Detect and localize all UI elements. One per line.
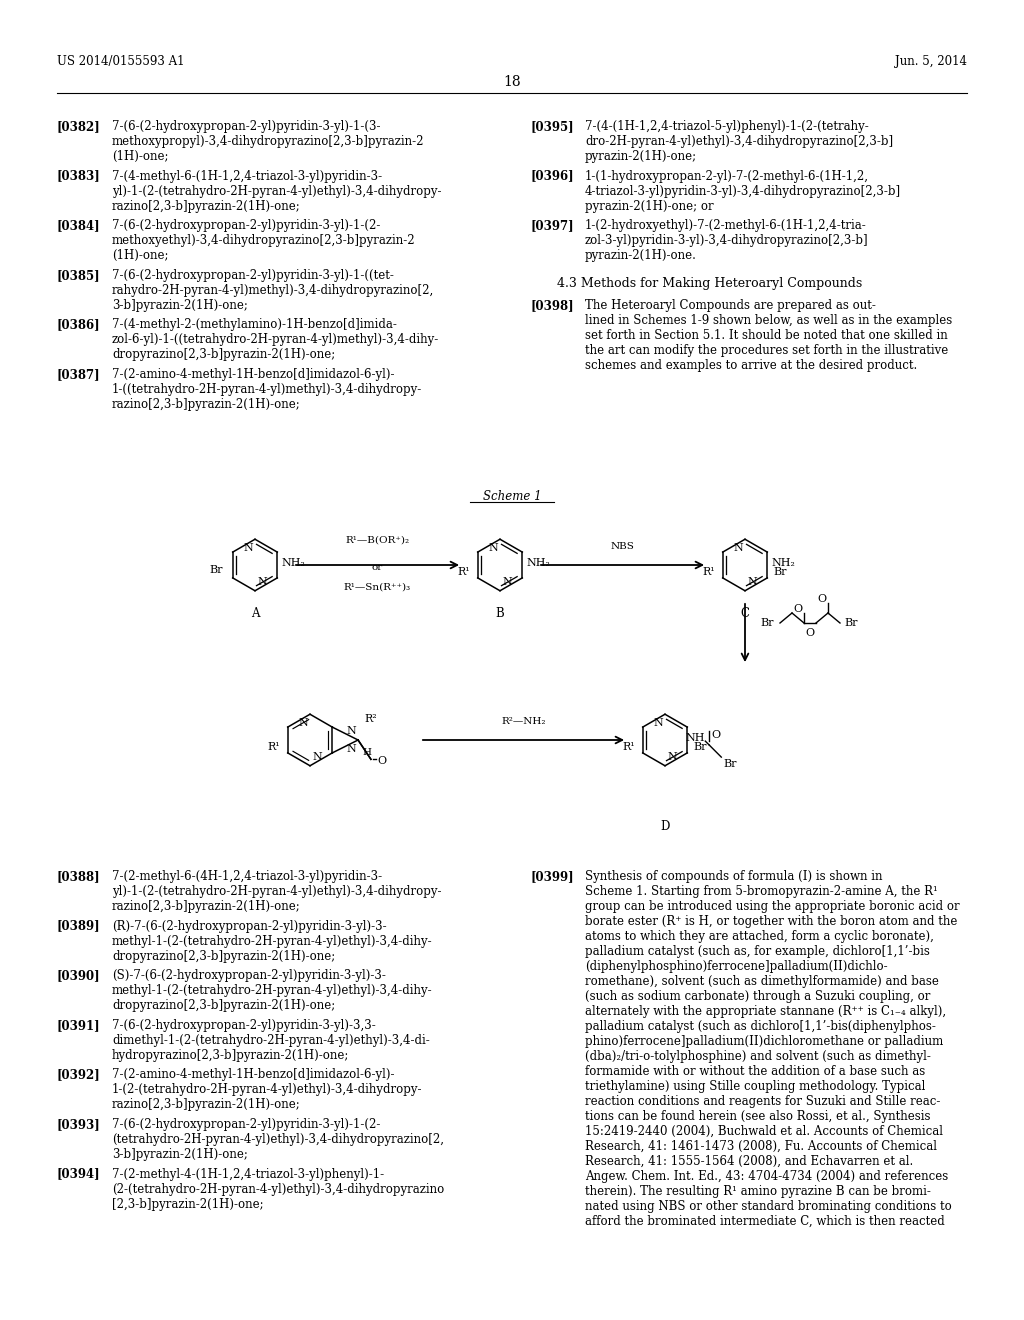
Text: N: N bbox=[346, 744, 356, 754]
Text: [0399]: [0399] bbox=[530, 870, 573, 883]
Text: Br: Br bbox=[209, 565, 222, 576]
Text: N: N bbox=[746, 577, 757, 587]
Text: Br: Br bbox=[760, 618, 773, 628]
Text: B: B bbox=[496, 607, 505, 620]
Text: 7-(4-methyl-2-(methylamino)-1H-benzo[d]imida-
zol-6-yl)-1-((tetrahydro-2H-pyran-: 7-(4-methyl-2-(methylamino)-1H-benzo[d]i… bbox=[112, 318, 439, 362]
Text: Scheme 1: Scheme 1 bbox=[482, 490, 542, 503]
Text: N: N bbox=[257, 577, 266, 587]
Text: (R)-7-(6-(2-hydroxypropan-2-yl)pyridin-3-yl)-3-
methyl-1-(2-(tetrahydro-2H-pyran: (R)-7-(6-(2-hydroxypropan-2-yl)pyridin-3… bbox=[112, 920, 432, 962]
Text: C: C bbox=[740, 607, 750, 620]
Text: NH₂: NH₂ bbox=[526, 558, 550, 568]
Text: 7-(4-(1H-1,2,4-triazol-5-yl)phenyl)-1-(2-(tetrahy-
dro-2H-pyran-4-yl)ethyl)-3,4-: 7-(4-(1H-1,2,4-triazol-5-yl)phenyl)-1-(2… bbox=[585, 120, 893, 162]
Text: [0394]: [0394] bbox=[57, 1168, 100, 1180]
Text: [0385]: [0385] bbox=[57, 269, 100, 281]
Text: Br: Br bbox=[773, 566, 786, 577]
Text: [0383]: [0383] bbox=[57, 169, 100, 182]
Text: A: A bbox=[251, 607, 259, 620]
Text: [0388]: [0388] bbox=[57, 870, 100, 883]
Text: O: O bbox=[794, 605, 803, 614]
Text: NH₂: NH₂ bbox=[282, 558, 305, 568]
Text: [0398]: [0398] bbox=[530, 298, 573, 312]
Text: [0382]: [0382] bbox=[57, 120, 100, 133]
Text: 7-(6-(2-hydroxypropan-2-yl)pyridin-3-yl)-1-(2-
methoxyethyl)-3,4-dihydropyrazino: 7-(6-(2-hydroxypropan-2-yl)pyridin-3-yl)… bbox=[112, 219, 416, 263]
Text: N: N bbox=[653, 718, 663, 729]
Text: Br: Br bbox=[844, 618, 857, 628]
Text: [0386]: [0386] bbox=[57, 318, 100, 331]
Text: 7-(2-amino-4-methyl-1H-benzo[d]imidazol-6-yl)-
1-(2-(tetrahydro-2H-pyran-4-yl)et: 7-(2-amino-4-methyl-1H-benzo[d]imidazol-… bbox=[112, 1068, 423, 1111]
Text: [0395]: [0395] bbox=[530, 120, 573, 133]
Text: 18: 18 bbox=[503, 75, 521, 88]
Text: O: O bbox=[377, 756, 386, 767]
Text: R²—NH₂: R²—NH₂ bbox=[502, 717, 546, 726]
Text: 7-(6-(2-hydroxypropan-2-yl)pyridin-3-yl)-1-(2-
(tetrahydro-2H-pyran-4-yl)ethyl)-: 7-(6-(2-hydroxypropan-2-yl)pyridin-3-yl)… bbox=[112, 1118, 444, 1162]
Text: Br: Br bbox=[693, 742, 707, 752]
Text: O: O bbox=[817, 594, 826, 605]
Text: N: N bbox=[733, 544, 743, 553]
Text: D: D bbox=[660, 820, 670, 833]
Text: Jun. 5, 2014: Jun. 5, 2014 bbox=[895, 55, 967, 69]
Text: O: O bbox=[806, 628, 814, 638]
Text: N: N bbox=[667, 752, 677, 762]
Text: [0397]: [0397] bbox=[530, 219, 573, 232]
Text: Synthesis of compounds of formula (I) is shown in
Scheme 1. Starting from 5-brom: Synthesis of compounds of formula (I) is… bbox=[585, 870, 959, 1228]
Text: [0392]: [0392] bbox=[57, 1068, 100, 1081]
Text: [0396]: [0396] bbox=[530, 169, 573, 182]
Text: R¹—B(OR⁺)₂: R¹—B(OR⁺)₂ bbox=[345, 536, 410, 545]
Text: R¹: R¹ bbox=[702, 566, 715, 577]
Text: 7-(6-(2-hydroxypropan-2-yl)pyridin-3-yl)-1-((tet-
rahydro-2H-pyran-4-yl)methyl)-: 7-(6-(2-hydroxypropan-2-yl)pyridin-3-yl)… bbox=[112, 269, 434, 312]
Text: N: N bbox=[312, 752, 322, 762]
Text: H: H bbox=[362, 748, 371, 756]
Text: R²: R² bbox=[365, 714, 377, 723]
Text: 7-(6-(2-hydroxypropan-2-yl)pyridin-3-yl)-1-(3-
methoxypropyl)-3,4-dihydropyrazin: 7-(6-(2-hydroxypropan-2-yl)pyridin-3-yl)… bbox=[112, 120, 425, 162]
Text: N: N bbox=[488, 544, 498, 553]
Text: 7-(2-amino-4-methyl-1H-benzo[d]imidazol-6-yl)-
1-((tetrahydro-2H-pyran-4-yl)meth: 7-(2-amino-4-methyl-1H-benzo[d]imidazol-… bbox=[112, 368, 422, 411]
Text: 7-(4-methyl-6-(1H-1,2,4-triazol-3-yl)pyridin-3-
yl)-1-(2-(tetrahydro-2H-pyran-4-: 7-(4-methyl-6-(1H-1,2,4-triazol-3-yl)pyr… bbox=[112, 169, 441, 213]
Text: R¹: R¹ bbox=[267, 742, 280, 752]
Text: US 2014/0155593 A1: US 2014/0155593 A1 bbox=[57, 55, 184, 69]
Text: 7-(2-methyl-4-(1H-1,2,4-triazol-3-yl)phenyl)-1-
(2-(tetrahydro-2H-pyran-4-yl)eth: 7-(2-methyl-4-(1H-1,2,4-triazol-3-yl)phe… bbox=[112, 1168, 444, 1210]
Text: R¹—Sn(R⁺⁺)₃: R¹—Sn(R⁺⁺)₃ bbox=[344, 583, 411, 591]
Text: N: N bbox=[346, 726, 356, 737]
Text: or: or bbox=[372, 564, 383, 573]
Text: NH: NH bbox=[685, 733, 705, 743]
Text: NH₂: NH₂ bbox=[771, 558, 796, 568]
Text: The Heteroaryl Compounds are prepared as out-
lined in Schemes 1-9 shown below, : The Heteroaryl Compounds are prepared as… bbox=[585, 298, 952, 372]
Text: O: O bbox=[712, 730, 721, 741]
Text: 1-(2-hydroxyethyl)-7-(2-methyl-6-(1H-1,2,4-tria-
zol-3-yl)pyridin-3-yl)-3,4-dihy: 1-(2-hydroxyethyl)-7-(2-methyl-6-(1H-1,2… bbox=[585, 219, 868, 263]
Text: Br: Br bbox=[723, 759, 737, 770]
Text: 4.3 Methods for Making Heteroaryl Compounds: 4.3 Methods for Making Heteroaryl Compou… bbox=[557, 277, 862, 290]
Text: 7-(2-methyl-6-(4H-1,2,4-triazol-3-yl)pyridin-3-
yl)-1-(2-(tetrahydro-2H-pyran-4-: 7-(2-methyl-6-(4H-1,2,4-triazol-3-yl)pyr… bbox=[112, 870, 441, 913]
Text: [0389]: [0389] bbox=[57, 920, 100, 933]
Text: [0384]: [0384] bbox=[57, 219, 100, 232]
Text: [0393]: [0393] bbox=[57, 1118, 100, 1131]
Text: R¹: R¹ bbox=[457, 566, 470, 577]
Text: [0387]: [0387] bbox=[57, 368, 100, 381]
Text: N: N bbox=[502, 577, 512, 587]
Text: 7-(6-(2-hydroxypropan-2-yl)pyridin-3-yl)-3,3-
dimethyl-1-(2-(tetrahydro-2H-pyran: 7-(6-(2-hydroxypropan-2-yl)pyridin-3-yl)… bbox=[112, 1019, 430, 1061]
Text: NBS: NBS bbox=[610, 543, 635, 550]
Text: N: N bbox=[298, 718, 308, 729]
Text: (S)-7-(6-(2-hydroxypropan-2-yl)pyridin-3-yl)-3-
methyl-1-(2-(tetrahydro-2H-pyran: (S)-7-(6-(2-hydroxypropan-2-yl)pyridin-3… bbox=[112, 969, 432, 1012]
Text: N: N bbox=[244, 544, 253, 553]
Text: [0391]: [0391] bbox=[57, 1019, 100, 1032]
Text: 1-(1-hydroxypropan-2-yl)-7-(2-methyl-6-(1H-1,2,
4-triazol-3-yl)pyridin-3-yl)-3,4: 1-(1-hydroxypropan-2-yl)-7-(2-methyl-6-(… bbox=[585, 169, 901, 213]
Text: R¹: R¹ bbox=[622, 742, 635, 752]
Text: [0390]: [0390] bbox=[57, 969, 100, 982]
